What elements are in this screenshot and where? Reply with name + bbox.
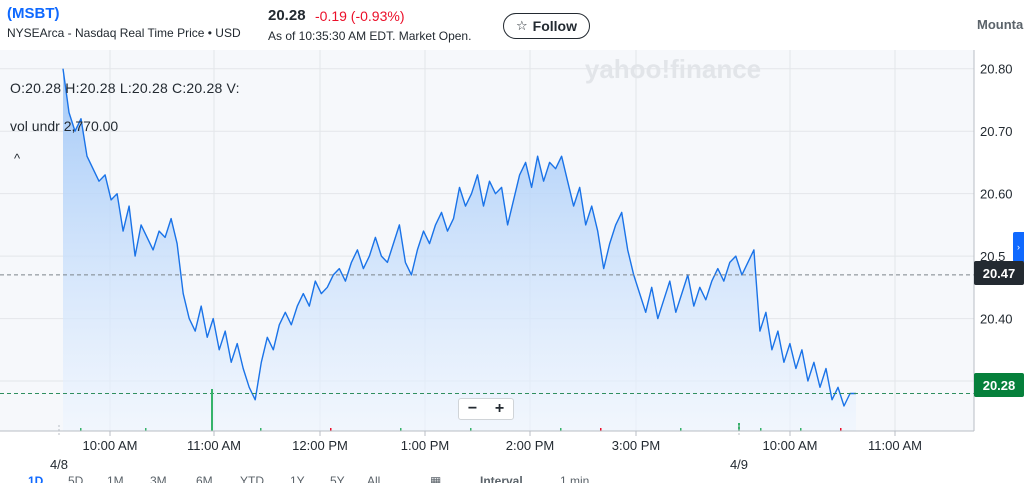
- x-tick-label: 2:00 PM: [506, 438, 554, 453]
- interval-select[interactable]: 1 min: [560, 474, 590, 483]
- tab-5y[interactable]: 5Y: [330, 474, 345, 483]
- zoom-out-button[interactable]: −: [467, 400, 478, 417]
- calendar-icon[interactable]: ▦: [430, 474, 442, 483]
- tab-1d[interactable]: 1D: [28, 474, 44, 483]
- chart-canvas: yahoo!finance 20.8020.7020.6020.520.4020…: [0, 50, 1013, 472]
- volume-readout: vol undr 2,770.00: [10, 118, 118, 134]
- volume-bar: [760, 428, 762, 431]
- exchange-info: NYSEArca - Nasdaq Real Time Price • USD: [7, 26, 241, 40]
- date-label: 4/9: [730, 457, 748, 472]
- volume-bar: [470, 428, 472, 431]
- volume-bar: [560, 428, 562, 431]
- tab-1m[interactable]: 1M: [107, 474, 124, 483]
- x-tick-label: 11:00 AM: [868, 438, 922, 453]
- y-tick-label: 20.70: [980, 124, 1013, 139]
- price-series: [62, 68, 856, 431]
- date-label: 4/8: [50, 457, 68, 472]
- chart-type-select[interactable]: Mounta: [977, 17, 1024, 32]
- x-tick-label: 1:00 PM: [401, 438, 449, 453]
- collapse-legend-icon[interactable]: ^: [14, 151, 21, 166]
- y-tick-label: 20.80: [980, 62, 1013, 77]
- follow-label: Follow: [532, 18, 577, 34]
- volume-bar: [330, 428, 332, 431]
- x-tick-label: 12:00 PM: [292, 438, 348, 453]
- y-tick-label: 20.60: [980, 187, 1013, 202]
- zoom-controls: − +: [458, 398, 514, 420]
- reference-lines: [0, 274, 974, 395]
- price-area: [63, 68, 856, 431]
- star-icon: ☆: [516, 18, 528, 33]
- volume-bar: [211, 389, 213, 431]
- expand-panel-chevron-icon[interactable]: ›: [1013, 232, 1024, 262]
- current-price: 20.28: [268, 7, 306, 24]
- volume-bar: [260, 428, 262, 431]
- y-tick-label: 20.40: [980, 312, 1013, 327]
- ticker-symbol[interactable]: (MSBT): [7, 5, 60, 22]
- ohlc-readout: O:20.28 H:20.28 L:20.28 C:20.28 V:: [10, 80, 240, 96]
- price-chart[interactable]: yahoo!finance 20.80 20.70 20.60 20.5 20.40 20…: [0, 50, 1024, 483]
- zoom-in-button[interactable]: +: [494, 400, 505, 417]
- as-of-time: As of 10:35:30 AM EDT. Market Open.: [268, 29, 472, 43]
- y-tick-label: 20.5: [980, 249, 1005, 264]
- quote-header: (MSBT) NYSEArca - Nasdaq Real Time Price…: [0, 0, 1024, 50]
- volume-value: 2,770.00: [63, 118, 119, 134]
- x-tick-label: 10:00 AM: [763, 438, 818, 453]
- volume-bar: [145, 428, 147, 431]
- tab-6m[interactable]: 6M: [196, 474, 213, 483]
- price-line: [62, 68, 856, 407]
- price-change: -0.19 (-0.93%): [315, 8, 405, 24]
- tab-3m[interactable]: 3M: [150, 474, 167, 483]
- volume-bar: [680, 428, 682, 431]
- x-tick-label: 11:00 AM: [187, 438, 241, 453]
- volume-bar: [400, 428, 402, 431]
- range-tabs: 1D 5D 1M 3M 6M YTD 1Y 5Y All ▦ Interval …: [0, 474, 1024, 483]
- tab-ytd[interactable]: YTD: [240, 474, 264, 483]
- tab-5d[interactable]: 5D: [68, 474, 84, 483]
- yahoo-finance-watermark: yahoo!finance: [585, 54, 761, 84]
- tab-all[interactable]: All: [367, 474, 381, 483]
- volume-bar: [840, 428, 842, 431]
- volume-label: vol undr: [10, 118, 60, 134]
- previous-close-tag: 20.47: [974, 261, 1024, 285]
- volume-bar: [800, 428, 802, 431]
- x-tick-label: 3:00 PM: [612, 438, 660, 453]
- volume-bar: [80, 428, 82, 431]
- follow-button[interactable]: ☆ Follow: [503, 13, 590, 39]
- x-axis-ticks: 10:00 AM 11:00 AM 12:00 PM 1:00 PM 2:00 PM 3:…: [50, 425, 922, 472]
- x-tick-label: 10:00 AM: [83, 438, 138, 453]
- current-price-tag: 20.28: [974, 373, 1024, 397]
- interval-label: Interval: [480, 474, 523, 483]
- volume-bar: [600, 428, 602, 431]
- tab-1y[interactable]: 1Y: [290, 474, 305, 483]
